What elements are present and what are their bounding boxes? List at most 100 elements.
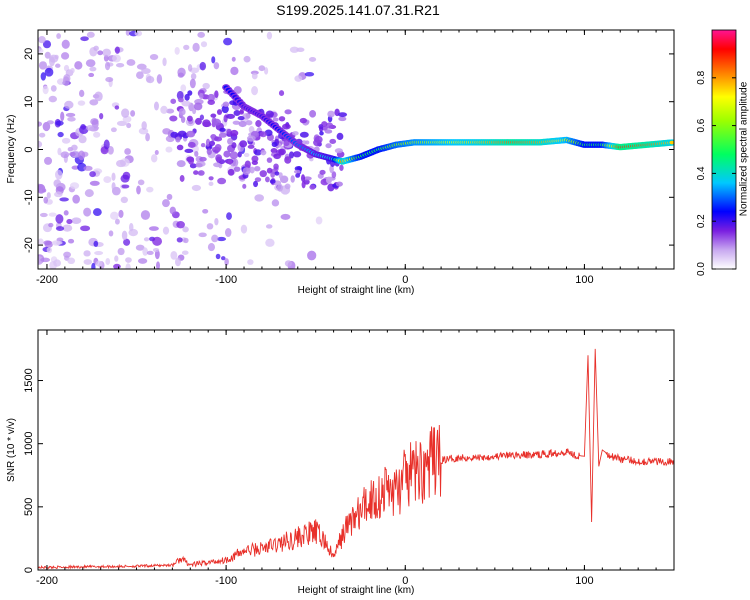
noise-blob [124,148,131,155]
noise-blob [293,151,301,157]
noise-blob [169,115,177,121]
noise-blob [115,219,120,225]
noise-blob [88,73,94,77]
noise-blob [53,241,63,245]
noise-blob [54,192,63,198]
noise-blob [61,151,70,158]
noise-blob [214,137,222,142]
noise-blob [253,181,258,187]
noise-blob [215,154,222,162]
noise-blob [155,150,159,155]
noise-blob [145,133,150,141]
y-tick-label: 20 [23,48,35,60]
noise-blob [294,170,301,174]
noise-blob [39,133,45,138]
noise-blob [94,241,99,247]
noise-blob [103,176,111,183]
noise-blob [273,163,279,169]
noise-blob [282,124,291,130]
noise-blob [199,93,204,99]
noise-blob [200,62,206,71]
noise-blob [177,145,184,151]
noise-blob [184,149,193,153]
noise-blob [160,106,167,114]
noise-blob [210,113,216,117]
noise-blob [63,252,71,258]
noise-blob [319,131,324,135]
x-tick-label: -100 [215,575,237,587]
noise-blob [259,65,266,71]
snr-xlabel: Height of straight line (km) [298,585,415,596]
y-tick-label: 0 [23,567,35,573]
noise-blob [170,251,177,260]
noise-blob [279,116,285,121]
noise-blob [279,172,283,178]
noise-blob [63,76,70,86]
noise-blob [49,96,57,103]
noise-blob [70,182,79,189]
noise-blob [226,212,232,220]
noise-blob [277,184,283,192]
noise-blob [335,148,343,153]
noise-blob [302,181,306,188]
noise-blob [215,144,222,151]
noise-blob [141,210,150,220]
noise-blob [149,226,159,231]
noise-blob [151,154,157,162]
noise-blob [246,120,253,125]
noise-blob [244,153,250,157]
noise-blob [129,223,133,231]
noise-blob [252,73,258,79]
noise-blob [294,75,302,82]
noise-blob [325,143,331,148]
noise-blob [146,76,154,83]
noise-blob [272,142,278,147]
noise-blob [93,46,98,51]
noise-blob [150,54,158,60]
noise-blob [238,116,245,120]
noise-blob [265,239,274,247]
x-tick-label: -200 [36,274,58,286]
noise-blob [178,73,184,78]
noise-blob [183,45,189,50]
noise-blob [309,57,316,62]
noise-blob [94,91,102,101]
noise-blob [49,55,58,63]
noise-blob [56,226,64,231]
noise-blob [34,48,43,53]
noise-blob [202,121,211,127]
noise-blob [176,221,185,228]
noise-blob [71,217,81,224]
noise-blob [209,141,215,146]
snr-panel: -200 -100 0 100050010001500 Height of strai… [6,330,674,596]
noise-blob [60,112,64,121]
noise-blob [55,120,63,125]
noise-blob [295,173,300,178]
noise-blob [68,239,74,244]
noise-blob [305,72,314,77]
noise-blob [209,182,214,186]
noise-blob [142,247,148,255]
noise-blob [300,132,309,138]
noise-blob [121,175,130,183]
noise-blob [292,131,299,135]
noise-blob [147,251,154,255]
noise-blob [267,157,272,163]
y-tick-label: 1500 [23,368,35,392]
noise-blob [157,74,162,84]
noise-blob [66,113,75,117]
noise-blob [183,238,188,243]
noise-blob [214,62,220,69]
noise-blob [121,197,128,203]
noise-blob [285,260,292,266]
spectrogram-ylabel: Frequency (Hz) [6,115,17,184]
noise-blob [260,170,267,177]
noise-blob [116,63,124,67]
noise-blob [109,230,114,236]
noise-blob [87,32,95,38]
noise-blob [192,43,199,52]
noise-blob [177,237,183,242]
noise-blob [47,192,51,199]
noise-blob [338,117,346,121]
noise-blob [62,40,70,49]
